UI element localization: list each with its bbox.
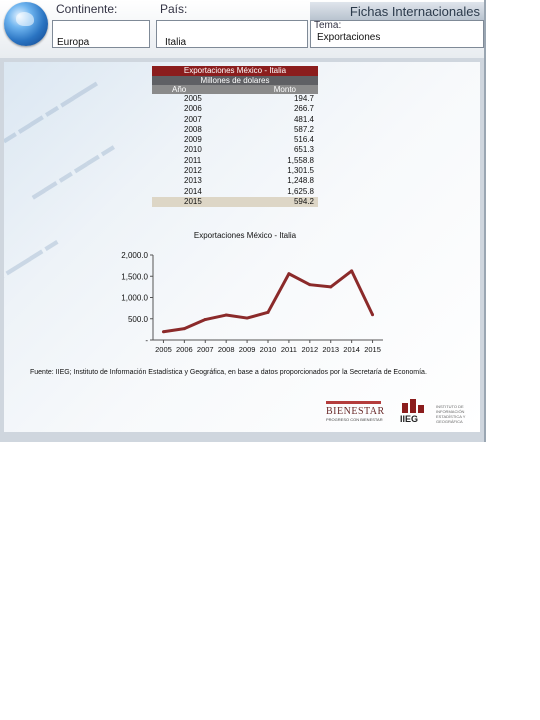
- watermark-decoration: ▬▬ ▬ ▬▬ ▬: [27, 137, 117, 203]
- amount-cell: 266.7: [293, 104, 314, 114]
- table-row: 2015 594.2: [152, 196, 318, 208]
- data-point: [308, 283, 312, 287]
- title-banner: Fichas Internacionales: [310, 2, 484, 21]
- year-cell: 2010: [184, 145, 202, 155]
- logo-text: IIEG: [400, 414, 419, 424]
- logo-block: [418, 405, 424, 413]
- table-row: 2007 481.4: [152, 115, 318, 125]
- x-tick-label: 2008: [218, 345, 235, 354]
- table-row: 2006 266.7: [152, 104, 318, 114]
- amount-cell: 594.2: [293, 196, 314, 206]
- y-tick-label: 1,500.0: [121, 272, 148, 281]
- x-tick-label: 2011: [281, 345, 297, 354]
- continent-label: Continente:: [56, 2, 118, 16]
- data-point: [245, 316, 249, 320]
- table-title: Exportaciones México - Italia: [152, 66, 318, 76]
- y-tick-label: 500.0: [128, 315, 149, 324]
- country-label: País:: [160, 2, 188, 16]
- topic-value: Exportaciones: [317, 32, 381, 43]
- exports-table: Exportaciones México - Italia Millones d…: [152, 66, 318, 208]
- col-amount-header: Monto: [273, 85, 296, 94]
- continent-value: Europa: [57, 37, 90, 48]
- y-tick-label: 1,000.0: [121, 294, 148, 303]
- x-tick-label: 2015: [364, 345, 381, 354]
- y-tick-label: 2,000.0: [121, 251, 148, 260]
- year-cell: 2005: [184, 94, 202, 103]
- table-row: 2010 651.3: [152, 145, 318, 155]
- table-row: 2014 1,625.8: [152, 187, 318, 197]
- logo-block: [410, 399, 416, 413]
- amount-cell: 1,248.8: [287, 176, 314, 186]
- topic-label: Tema:: [314, 20, 342, 31]
- x-tick-label: 2006: [176, 345, 193, 354]
- data-point: [182, 327, 186, 331]
- logo-block: [402, 403, 408, 413]
- year-cell: 2013: [184, 176, 202, 186]
- year-cell: 2011: [184, 155, 202, 165]
- year-cell: 2007: [184, 114, 202, 124]
- series-line: [163, 269, 374, 334]
- table-body: 2005 194.7 2006 266.7 2007 481.4 2008 587.2 2009…: [152, 94, 318, 208]
- institute-logo-text: INSTITUTO DE INFORMACIÓN ESTADÍSTICA Y G…: [436, 404, 466, 424]
- table-header: Año Monto: [152, 85, 318, 94]
- line-chart: - 500.0 1,000.0 1,500.0 2,000.0 2005 2006 2007 2…: [121, 251, 383, 354]
- table-row: 2005 194.7: [152, 94, 318, 104]
- watermark-decoration: ▬ ▬▬▬ ▬: [4, 232, 61, 288]
- topic-field: Tema: Exportaciones: [310, 20, 484, 48]
- table-row: 2013 1,248.8: [152, 176, 318, 186]
- y-tick-label: -: [145, 336, 148, 345]
- amount-cell: 1,625.8: [287, 186, 314, 196]
- amount-cell: 1,301.5: [287, 166, 314, 176]
- data-point: [224, 313, 228, 317]
- country-value: Italia: [165, 37, 187, 48]
- x-tick-label: 2012: [301, 345, 318, 354]
- amount-cell: 587.2: [293, 124, 314, 134]
- logo-bar: [326, 401, 381, 404]
- table-row: 2009 516.4: [152, 135, 318, 145]
- amount-cell: 194.7: [293, 94, 314, 103]
- year-cell: 2008: [184, 124, 202, 134]
- data-point: [350, 269, 354, 273]
- x-tick-label: 2013: [322, 345, 339, 354]
- x-tick-label: 2010: [260, 345, 277, 354]
- amount-cell: 651.3: [293, 145, 314, 155]
- amount-cell: 481.4: [293, 114, 314, 124]
- year-cell: 2015: [184, 196, 202, 206]
- year-cell: 2014: [184, 186, 202, 196]
- x-tick-label: 2014: [343, 345, 360, 354]
- table-subtitle: Millones de dolares: [152, 76, 318, 85]
- col-year-header: Año: [172, 85, 187, 94]
- table-row: 2008 587.2: [152, 125, 318, 135]
- logo-word: BIENESTAR: [326, 406, 385, 417]
- year-cell: 2009: [184, 135, 202, 145]
- amount-cell: 1,558.8: [287, 155, 314, 165]
- logo-subtext: PROGRESO CON BIENESTAR: [326, 417, 383, 422]
- data-point: [329, 285, 333, 289]
- content-panel: ▬ ▬▬ ▬ ▬▬▬ ▬▬ ▬ ▬▬ ▬ ▬ ▬▬▬ ▬: [4, 62, 480, 432]
- year-cell: 2012: [184, 166, 202, 176]
- data-point: [266, 310, 270, 314]
- data-point: [203, 318, 207, 322]
- header: Continente: Europa País: Italia Fichas I…: [0, 0, 484, 58]
- data-point: [287, 272, 291, 276]
- table-row: 2012 1,301.5: [152, 166, 318, 176]
- country-field: País: Italia: [156, 2, 308, 48]
- data-point: [371, 313, 375, 317]
- table-row: 2011 1,558.8: [152, 156, 318, 166]
- watermark-decoration: ▬ ▬▬ ▬ ▬▬▬: [4, 74, 100, 146]
- bienestar-logo: BIENESTAR PROGRESO CON BIENESTAR: [326, 401, 385, 422]
- x-tick-label: 2009: [239, 345, 256, 354]
- chart-title: Exportaciones México - Italia: [193, 231, 297, 240]
- amount-cell: 516.4: [293, 135, 314, 145]
- x-tick-label: 2005: [155, 345, 172, 354]
- continent-field: Continente: Europa: [52, 2, 150, 48]
- app-title: Fichas Internacionales: [349, 4, 480, 19]
- globe-icon: [4, 2, 48, 46]
- page-frame: Continente: Europa País: Italia Fichas I…: [0, 0, 486, 442]
- x-tick-label: 2007: [197, 345, 214, 354]
- data-point: [161, 330, 165, 334]
- iieg-logo: IIEG: [400, 399, 426, 427]
- source-note: Fuente: IIEG; Instituto de Información E…: [30, 369, 427, 376]
- year-cell: 2006: [184, 104, 202, 114]
